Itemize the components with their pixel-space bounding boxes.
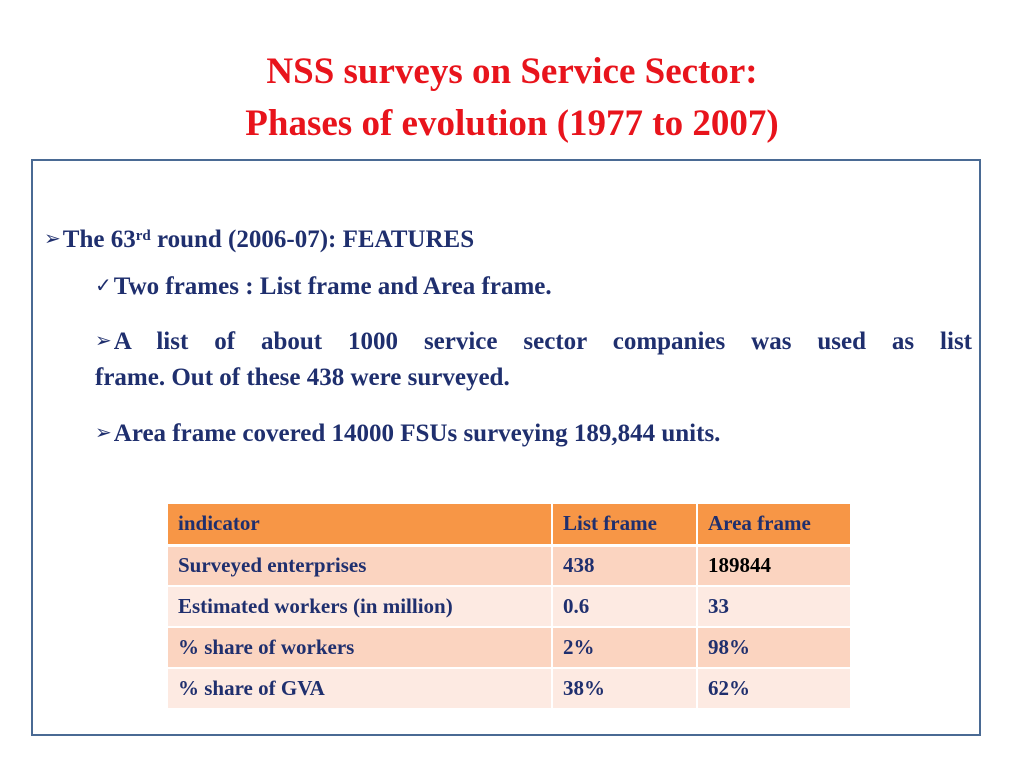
table-cell: 0.6 [551,586,697,628]
table-cell: % share of GVA [168,668,552,710]
header-indicator: indicator [168,504,552,547]
header-area-frame: Area frame [696,504,850,547]
round-label-suffix: round (2006-07): FEATURES [150,226,475,253]
list-frame-line1-wrap: ➢A list of about 1000 service sector com… [95,324,972,360]
slide-title: NSS surveys on Service Sector: Phases of… [0,46,1024,150]
table-row: Estimated workers (in million) 0.6 33 [168,586,850,628]
table-row: Surveyed enterprises 438 189844 [168,545,850,587]
bullet-list-frame: ➢A list of about 1000 service sector com… [95,324,972,396]
list-frame-line2: frame. Out of these 438 were surveyed. [95,364,510,391]
table-cell: 98% [696,627,850,669]
table-cell: Estimated workers (in million) [168,586,552,628]
bullet-63rd-round: ➢The 63rd round (2006-07): FEATURES [44,222,474,258]
arrow-bullet-icon: ➢ [95,420,112,444]
arrow-bullet-icon: ➢ [95,328,112,352]
slide-title-line1: NSS surveys on Service Sector: [266,51,758,92]
table-cell: % share of workers [168,627,552,669]
bullet-two-frames: ✓Two frames : List frame and Area frame. [95,269,552,305]
round-label-prefix: The 63 [62,226,136,253]
content-box [31,159,981,736]
list-frame-line1: A list of about 1000 service sector comp… [113,328,972,355]
table-cell: 438 [551,545,697,587]
table-row: % share of GVA 38% 62% [168,668,850,710]
round-ordinal-suffix: rd [135,228,151,244]
bullet-area-frame: ➢Area frame covered 14000 FSUs surveying… [95,416,720,452]
table-cell: 2% [551,627,697,669]
slide-title-line2: Phases of evolution (1977 to 2007) [245,103,779,144]
table-cell: 62% [696,668,850,710]
table-cell: 33 [696,586,850,628]
table-cell: Surveyed enterprises [168,545,552,587]
area-frame-text: Area frame covered 14000 FSUs surveying … [113,420,721,447]
frames-comparison-table: indicator List frame Area frame Surveyed… [168,504,850,710]
table-cell: 38% [551,668,697,710]
arrow-bullet-icon: ➢ [44,226,61,250]
table-cell: 189844 [696,545,850,587]
table-row: % share of workers 2% 98% [168,627,850,669]
two-frames-text: Two frames : List frame and Area frame. [113,273,552,300]
table-header-row: indicator List frame Area frame [168,504,850,547]
checkmark-icon: ✓ [95,273,112,297]
header-list-frame: List frame [551,504,697,547]
